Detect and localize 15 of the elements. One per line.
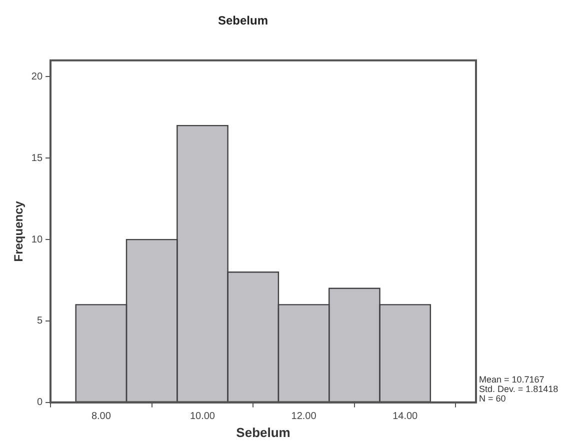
text: Mean = 10.7167: [479, 374, 544, 384]
x-tick-label: 8.00: [91, 411, 112, 422]
chart-title: Sebelum: [218, 14, 268, 28]
x-tick-label: 14.00: [392, 411, 418, 422]
text: N = 60: [479, 393, 506, 404]
y-tick-label: 10: [31, 234, 43, 246]
y-tick-label: 20: [31, 71, 43, 82]
x-axis-title: Sebelum: [236, 424, 290, 440]
x-tick-label: 10.00: [190, 411, 216, 422]
y-tick-label: 15: [31, 152, 43, 164]
text: Std. Dev. = 1.81418: [479, 384, 558, 394]
y-axis-title: Frequency: [12, 200, 26, 262]
x-tick-label: 12.00: [291, 411, 317, 422]
y-tick-label: 0: [36, 397, 43, 408]
y-tick-label: 5: [36, 316, 43, 327]
